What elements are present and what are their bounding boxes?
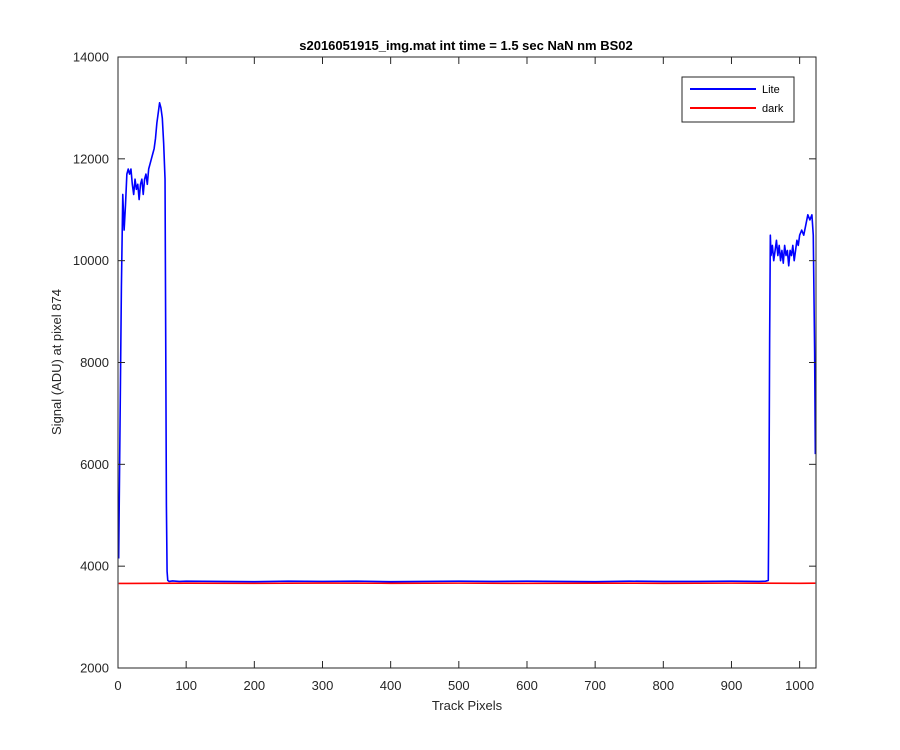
x-tick-label: 100 [175,678,197,693]
y-tick-label: 12000 [73,151,109,166]
x-tick-label: 0 [114,678,121,693]
legend: Lite dark [681,76,795,123]
x-tick-label: 1000 [785,678,814,693]
y-tick-label: 10000 [73,253,109,268]
x-tick-label: 900 [721,678,743,693]
y-tick-label: 6000 [80,457,109,472]
x-tick-label: 600 [516,678,538,693]
legend-box [681,76,795,123]
x-tick-label: 500 [448,678,470,693]
x-tick-label: 800 [652,678,674,693]
chart-title: s2016051915_img.mat int time = 1.5 sec N… [299,38,633,53]
y-tick-label: 14000 [73,50,109,65]
y-tick-label: 2000 [80,661,109,676]
series-layer [118,102,816,585]
x-tick-label: 300 [312,678,334,693]
x-tick-label: 400 [380,678,402,693]
axes-box [117,56,817,669]
tick-layer: 0 100 200 300 400 500 600 700 800 900 1000 2000 4000… [73,50,816,693]
x-axis-label: Track Pixels [432,698,503,713]
x-tick-label: 700 [584,678,606,693]
legend-label-dark: dark [762,103,784,115]
y-tick-label: 8000 [80,355,109,370]
x-tick-label: 200 [243,678,265,693]
y-axis-label: Signal (ADU) at pixel 874 [49,289,64,435]
legend-label-lite: Lite [762,84,780,96]
plot-area [118,57,816,668]
y-tick-label: 4000 [80,559,109,574]
series-line-lite [118,102,816,583]
